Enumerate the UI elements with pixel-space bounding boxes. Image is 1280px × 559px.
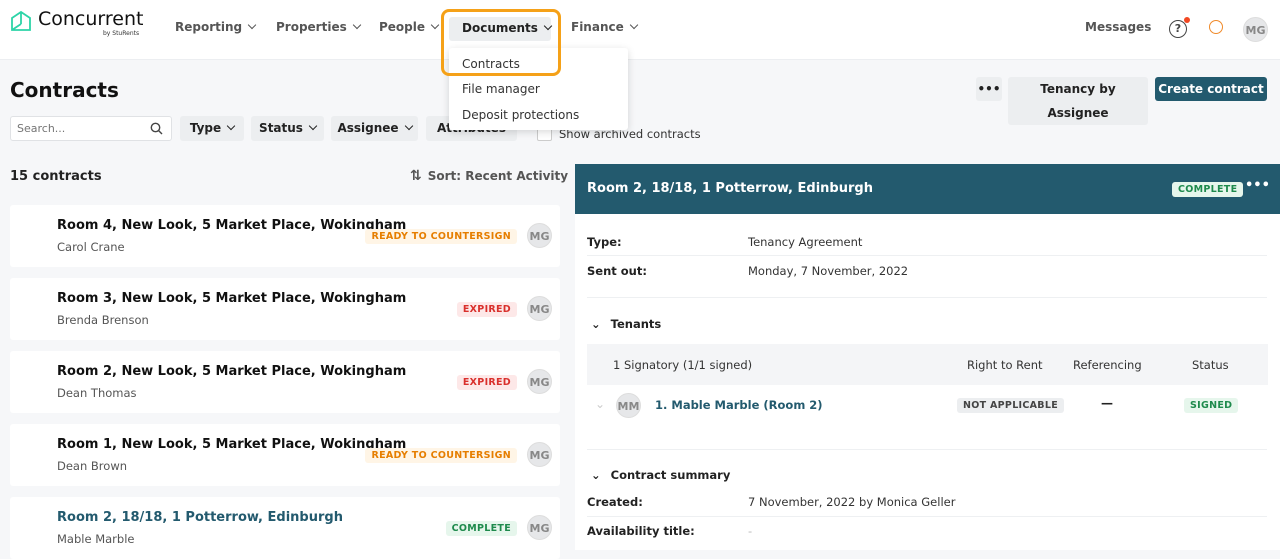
sort-icon: ⇅	[410, 168, 422, 184]
contract-title: Room 3, New Look, 5 Market Place, Woking…	[57, 291, 407, 306]
show-archived-label: Show archived contracts	[559, 127, 701, 141]
assignee-avatar: MG	[527, 369, 552, 394]
logo-text: Concurrent	[38, 8, 144, 30]
contract-count: 15 contracts	[10, 169, 102, 184]
col-status: Status	[1192, 358, 1229, 372]
contract-tenant: Dean Brown	[57, 459, 128, 473]
contract-title: Room 2, 18/18, 1 Potterrow, Edinburgh	[57, 510, 343, 525]
help-icon[interactable]: ?	[1169, 17, 1190, 38]
tenants-toggle[interactable]: ⌄ Tenants	[591, 317, 662, 331]
referencing-value: —	[1101, 396, 1113, 410]
user-avatar[interactable]: MG	[1243, 17, 1268, 42]
status-filter[interactable]: Status	[251, 116, 324, 141]
divider	[587, 449, 1267, 450]
contract-title: Room 4, New Look, 5 Market Place, Woking…	[57, 218, 407, 233]
status-badge: READY TO COUNTERSIGN	[365, 229, 517, 244]
contract-tenant: Carol Crane	[57, 240, 125, 254]
menu-item-deposit-protections[interactable]: Deposit protections	[462, 108, 580, 122]
contract-card[interactable]: Room 4, New Look, 5 Market Place, Woking…	[10, 205, 560, 267]
signed-badge: SIGNED	[1184, 398, 1239, 413]
status-badge: COMPLETE	[445, 521, 517, 536]
contract-title: Room 2, New Look, 5 Market Place, Woking…	[57, 364, 407, 379]
right-to-rent-badge: NOT APPLICABLE	[957, 398, 1064, 413]
nav-reporting[interactable]: Reporting	[175, 20, 257, 34]
top-nav: Concurrent by StuRents Reporting Propert…	[0, 0, 1280, 60]
messages-link[interactable]: Messages	[1085, 20, 1152, 34]
contract-title: Room 1, New Look, 5 Market Place, Woking…	[57, 437, 407, 452]
assignee-avatar: MG	[527, 296, 552, 321]
contract-card[interactable]: Room 3, New Look, 5 Market Place, Woking…	[10, 278, 560, 340]
chevron-down-icon	[226, 121, 236, 131]
tenant-avatar: MM	[616, 393, 641, 418]
divider	[587, 297, 1267, 298]
page-title: Contracts	[10, 78, 119, 102]
nav-properties[interactable]: Properties	[276, 20, 361, 34]
documents-dropdown: Contracts File manager Deposit protectio…	[449, 48, 628, 130]
contract-tenant: Dean Thomas	[57, 386, 137, 400]
assignee-filter[interactable]: Assignee	[331, 116, 418, 141]
menu-item-file-manager[interactable]: File manager	[462, 82, 540, 96]
chevron-down-icon	[629, 20, 638, 30]
nav-finance[interactable]: Finance	[571, 20, 638, 34]
contract-tenant: Brenda Brenson	[57, 313, 149, 327]
signatory-count: 1 Signatory (1/1 signed)	[613, 358, 753, 372]
expand-row-icon[interactable]: ⌄	[595, 397, 606, 411]
notification-dot	[1184, 17, 1190, 23]
tenancy-by-assignee-button[interactable]: Tenancy by Assignee	[1008, 77, 1148, 125]
nav-documents[interactable]: Documents	[449, 17, 553, 41]
nav-people[interactable]: People	[379, 20, 440, 34]
detail-header: Room 2, 18/18, 1 Potterrow, Edinburgh CO…	[575, 164, 1280, 214]
contract-card[interactable]: Room 2, New Look, 5 Market Place, Woking…	[10, 351, 560, 413]
chevron-down-icon	[352, 20, 361, 30]
contract-tenant: Mable Marble	[57, 532, 135, 546]
more-options-button[interactable]: •••	[976, 77, 1002, 101]
chevron-down-icon	[308, 121, 318, 131]
sort-button[interactable]: ⇅ Sort: Recent Activity	[410, 168, 569, 184]
status-badge: EXPIRED	[456, 375, 517, 390]
company-logo-icon[interactable]	[1209, 20, 1223, 34]
house-logo-icon	[11, 10, 31, 31]
type-label: Type:	[587, 235, 622, 249]
search-input[interactable]	[11, 117, 141, 139]
contract-detail-panel: Room 2, 18/18, 1 Potterrow, Edinburgh CO…	[575, 164, 1280, 550]
search-icon	[150, 122, 163, 135]
search-box	[10, 116, 172, 141]
chevron-down-icon	[247, 20, 257, 30]
tenant-link[interactable]: 1. Mable Marble (Room 2)	[655, 398, 823, 412]
menu-item-contracts[interactable]: Contracts	[462, 57, 520, 71]
create-contract-button[interactable]: Create contract	[1155, 77, 1267, 101]
chevron-down-icon: ⌄	[591, 317, 601, 331]
contract-card[interactable]: Room 2, 18/18, 1 Potterrow, Edinburgh Ma…	[10, 497, 560, 559]
type-filter[interactable]: Type	[180, 116, 244, 141]
logo-subtext: by StuRents	[103, 30, 140, 37]
highlight-box	[441, 9, 561, 76]
status-badge: EXPIRED	[456, 302, 517, 317]
assignee-avatar: MG	[527, 515, 552, 540]
sent-value: Monday, 7 November, 2022	[748, 264, 909, 278]
detail-more-button[interactable]: •••	[1245, 178, 1270, 193]
col-right-to-rent: Right to Rent	[967, 358, 1043, 372]
detail-title: Room 2, 18/18, 1 Potterrow, Edinburgh	[587, 181, 873, 196]
chevron-down-icon	[404, 121, 413, 131]
divider	[587, 516, 1267, 517]
type-value: Tenancy Agreement	[748, 235, 863, 249]
col-referencing: Referencing	[1073, 358, 1142, 372]
sent-label: Sent out:	[587, 264, 647, 278]
chevron-down-icon: ⌄	[591, 468, 601, 482]
created-label: Created:	[587, 495, 643, 509]
assignee-avatar: MG	[527, 223, 552, 248]
contract-summary-toggle[interactable]: ⌄ Contract summary	[591, 468, 731, 482]
status-badge: COMPLETE	[1172, 182, 1244, 197]
chevron-down-icon	[430, 20, 440, 30]
availability-label: Availability title:	[587, 524, 695, 538]
divider	[587, 255, 1267, 256]
contract-card[interactable]: Room 1, New Look, 5 Market Place, Woking…	[10, 424, 560, 486]
created-value: 7 November, 2022 by Monica Geller	[748, 495, 956, 509]
logo[interactable]: Concurrent by StuRents	[10, 8, 143, 37]
status-badge: READY TO COUNTERSIGN	[365, 448, 517, 463]
assignee-avatar: MG	[527, 442, 552, 467]
availability-value: -	[748, 524, 753, 538]
tenants-table-header: 1 Signatory (1/1 signed) Right to Rent R…	[587, 344, 1268, 385]
